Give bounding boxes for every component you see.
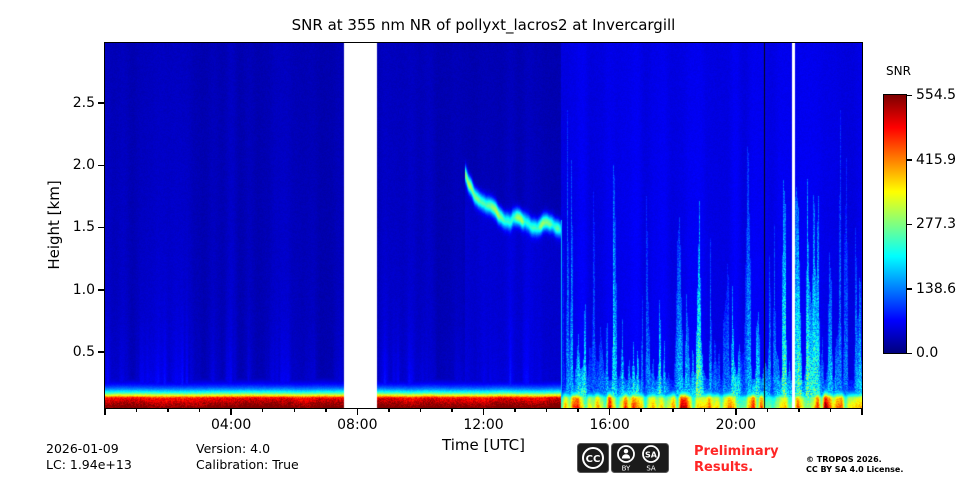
colorbar-tick-mark: [907, 94, 912, 96]
x-minor-tick-mark: [514, 409, 516, 412]
y-tick-mark: [98, 289, 104, 291]
colorbar-tick-label: 415.9: [916, 151, 957, 168]
x-minor-tick-mark: [703, 409, 706, 412]
y-tick-label: 2.5: [72, 94, 95, 111]
sa-icon: SA: [642, 445, 660, 463]
plot-frame: [104, 42, 863, 409]
cc-by-sa-badge[interactable]: CC SA BY SA: [577, 443, 669, 473]
colorbar-tick-mark: [907, 352, 912, 354]
x-axis-label: Time [UTC]: [442, 436, 525, 454]
copyright-label: © TROPOS 2026.: [806, 455, 882, 464]
x-minor-tick-mark: [672, 409, 674, 412]
y-tick-label: 0.5: [72, 343, 95, 360]
y-tick-mark: [98, 102, 104, 104]
colorbar-tick-label: 277.3: [916, 216, 957, 232]
svg-text:SA: SA: [645, 451, 658, 460]
colorbar-tick-mark: [907, 159, 912, 161]
colorbar-tick-label: 554.5: [916, 87, 957, 103]
by-person-icon: [617, 445, 635, 463]
y-tick-label: 1.5: [72, 219, 95, 236]
version-label: Version: 4.0: [196, 441, 271, 456]
chart-title: SNR at 355 nm NR of pollyxt_lacros2 at I…: [291, 16, 676, 34]
x-minor-tick-mark: [198, 409, 201, 412]
colorbar-canvas: [884, 95, 906, 353]
colorbar-tick-mark: [907, 288, 912, 290]
x-tick-label: 08:00: [337, 417, 378, 433]
license-label: CC BY SA 4.0 License.: [806, 465, 904, 474]
colorbar-tick-mark: [907, 223, 912, 225]
x-minor-tick-mark: [135, 409, 138, 412]
x-minor-tick-mark: [577, 409, 579, 412]
x-minor-tick-mark: [545, 409, 548, 412]
x-minor-tick-mark: [293, 409, 295, 412]
x-tick-label: 16:00: [589, 417, 630, 433]
x-minor-tick-mark: [388, 409, 390, 412]
lidar-constant-label: LC: 1.94e+13: [46, 457, 132, 472]
x-tick-mark: [230, 409, 232, 415]
preliminary-note-line2: Results.: [694, 460, 754, 475]
x-minor-tick-mark: [451, 409, 453, 412]
x-tick-mark: [608, 409, 611, 415]
x-tick-mark: [356, 409, 359, 415]
x-minor-tick-mark: [829, 409, 832, 412]
x-minor-tick-mark: [325, 409, 327, 412]
sa-label: SA: [646, 465, 656, 473]
preliminary-note-line1: Preliminary: [694, 444, 779, 459]
date-label: 2026-01-09: [46, 441, 119, 456]
y-tick-mark: [98, 164, 104, 167]
y-tick-label: 1.0: [72, 281, 95, 298]
x-minor-tick-mark: [766, 409, 769, 412]
x-tick-label: 20:00: [715, 417, 756, 433]
by-label: BY: [622, 465, 631, 473]
x-minor-tick-mark: [419, 409, 422, 412]
x-minor-tick-mark: [261, 409, 264, 412]
colorbar-tick-label: 0.0: [916, 345, 939, 361]
x-tick-mark: [482, 409, 485, 415]
y-tick-mark: [98, 226, 104, 229]
x-tick-label: 04:00: [210, 417, 252, 433]
colorbar-frame: [883, 94, 907, 354]
x-tick-label: 12:00: [463, 417, 504, 433]
x-minor-tick-mark: [167, 409, 169, 412]
colorbar-tick-label: 138.6: [916, 280, 957, 297]
x-tick-mark: [104, 409, 106, 415]
cc-icon: CC: [582, 447, 604, 469]
calibration-label: Calibration: True: [196, 457, 299, 472]
x-minor-tick-mark: [798, 409, 800, 412]
x-tick-mark: [735, 409, 737, 415]
svg-text:CC: CC: [586, 454, 601, 465]
y-tick-mark: [98, 351, 104, 353]
x-tick-mark: [861, 409, 863, 415]
x-minor-tick-mark: [640, 409, 642, 412]
heatmap-canvas: [105, 43, 862, 408]
y-tick-label: 2.0: [72, 157, 95, 174]
colorbar-title: SNR: [886, 64, 911, 78]
